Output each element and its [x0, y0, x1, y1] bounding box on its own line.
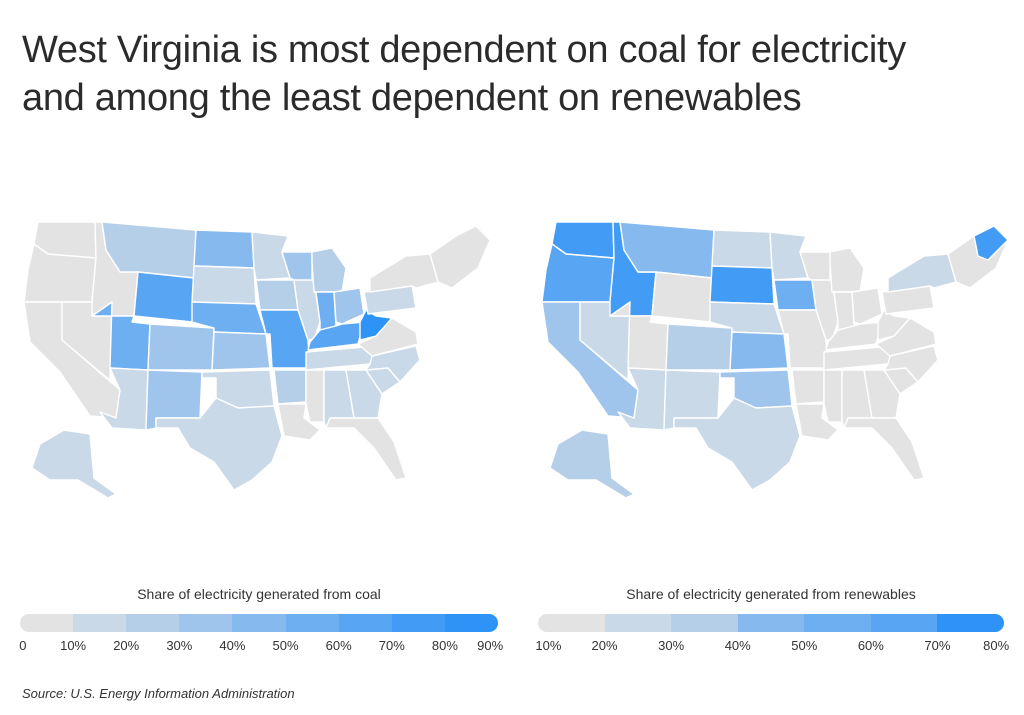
page-title: West Virginia is most dependent on coal …: [22, 26, 1012, 122]
legend-tick-label: 0: [19, 638, 27, 653]
state-tx: [155, 397, 283, 491]
state-co: [665, 323, 733, 371]
legend-swatch: [338, 614, 392, 632]
legend-tick-label: 70%: [378, 638, 405, 653]
state-ga: [345, 369, 383, 419]
legend-tick-label: 40%: [219, 638, 246, 653]
renewables-legend-ticks: 10% 20% 30% 40% 50% 60% 70% 80%: [535, 638, 1009, 656]
legend-swatch: [232, 614, 286, 632]
legend-swatch: [538, 614, 605, 632]
state-ky: [825, 321, 883, 351]
legend-tick-label: 10%: [60, 638, 87, 653]
legend-swatch: [73, 614, 127, 632]
legend-swatch: [671, 614, 738, 632]
state-ak: [31, 429, 117, 499]
state-ks: [211, 331, 271, 371]
legend-tick-label: 80%: [983, 638, 1010, 653]
legend-tick-label: 60%: [325, 638, 352, 653]
state-ne-states: [429, 225, 491, 289]
renewables-legend: Share of electricity generated from rene…: [535, 586, 1009, 658]
coal-dependence-map: [23, 222, 491, 499]
legend-tick-label: 40%: [724, 638, 751, 653]
legend-swatch: [126, 614, 180, 632]
state-co: [147, 323, 215, 371]
state-nc: [365, 345, 421, 383]
legend-swatch: [20, 614, 74, 632]
state-ny: [887, 253, 957, 293]
state-wy: [651, 271, 713, 323]
legend-tick-label: 50%: [791, 638, 818, 653]
state-ia: [773, 279, 817, 311]
state-fl: [843, 417, 925, 481]
state-ia: [255, 279, 299, 311]
legend-swatch: [937, 614, 1004, 632]
state-ks: [729, 331, 789, 371]
legend-tick-label: 30%: [658, 638, 685, 653]
state-tx: [673, 397, 801, 491]
state-nd: [711, 229, 773, 269]
state-oh: [333, 287, 365, 325]
legend-swatch: [285, 614, 339, 632]
legend-tick-label: 90%: [477, 638, 504, 653]
renewables-legend-title: Share of electricity generated from rene…: [626, 586, 916, 602]
state-ar: [791, 369, 825, 405]
coal-legend-ticks: 0 10% 20% 30% 40% 50% 60% 70% 80% 90%: [19, 638, 503, 656]
legend-swatch: [391, 614, 445, 632]
legend-tick-label: 30%: [166, 638, 193, 653]
renewables-dependence-map: [541, 222, 1009, 499]
state-ga: [863, 369, 901, 419]
state-ky: [307, 321, 365, 351]
coal-legend-bar: [20, 614, 498, 632]
state-nc: [883, 345, 939, 383]
coal-legend-title: Share of electricity generated from coal: [137, 586, 381, 602]
legend-swatch: [179, 614, 233, 632]
state-wv: [359, 309, 393, 341]
state-oh: [851, 287, 883, 325]
state-sd: [191, 265, 257, 305]
legend-tick-label: 70%: [924, 638, 951, 653]
legend-tick-label: 20%: [591, 638, 618, 653]
state-nd: [193, 229, 255, 269]
title-line-1: West Virginia is most dependent on coal …: [22, 29, 906, 71]
state-fl: [325, 417, 407, 481]
title-line-2: and among the least dependent on renewab…: [22, 77, 802, 119]
state-ar: [273, 369, 307, 405]
legend-swatch: [444, 614, 498, 632]
legend-swatch: [804, 614, 871, 632]
state-wy: [133, 271, 195, 323]
state-ms: [823, 369, 843, 423]
state-wv: [877, 309, 911, 341]
legend-swatch: [870, 614, 938, 632]
state-mi: [829, 247, 865, 293]
renewables-legend-bar: [538, 614, 1004, 632]
state-mi: [311, 247, 347, 293]
legend-tick-label: 80%: [431, 638, 458, 653]
state-ms: [305, 369, 325, 423]
legend-swatch: [737, 614, 805, 632]
state-sd: [709, 265, 775, 305]
legend-tick-label: 10%: [535, 638, 562, 653]
legend-tick-label: 50%: [272, 638, 299, 653]
legend-tick-label: 60%: [857, 638, 884, 653]
state-me: [973, 225, 1009, 261]
legend-tick-label: 20%: [113, 638, 140, 653]
state-ak: [549, 429, 635, 499]
state-ny: [369, 253, 439, 293]
legend-swatch: [604, 614, 672, 632]
coal-legend: Share of electricity generated from coal…: [19, 586, 503, 658]
source-note: Source: U.S. Energy Information Administ…: [22, 686, 295, 701]
